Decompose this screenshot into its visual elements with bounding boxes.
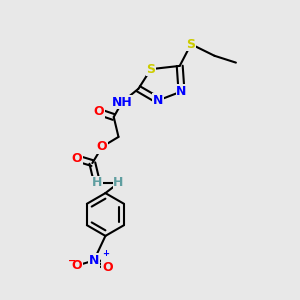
Text: −: − xyxy=(68,256,76,266)
Text: S: S xyxy=(187,38,196,51)
Text: N: N xyxy=(88,254,99,267)
Text: N: N xyxy=(153,94,164,107)
Text: O: O xyxy=(71,259,82,272)
Text: O: O xyxy=(97,140,107,153)
Text: S: S xyxy=(146,63,155,76)
Text: O: O xyxy=(94,106,104,118)
Text: +: + xyxy=(102,249,109,258)
Text: H: H xyxy=(113,176,124,190)
Text: O: O xyxy=(71,152,82,165)
Text: O: O xyxy=(102,261,112,274)
Text: N: N xyxy=(176,85,187,98)
Text: NH: NH xyxy=(112,96,132,109)
Text: H: H xyxy=(92,176,102,190)
